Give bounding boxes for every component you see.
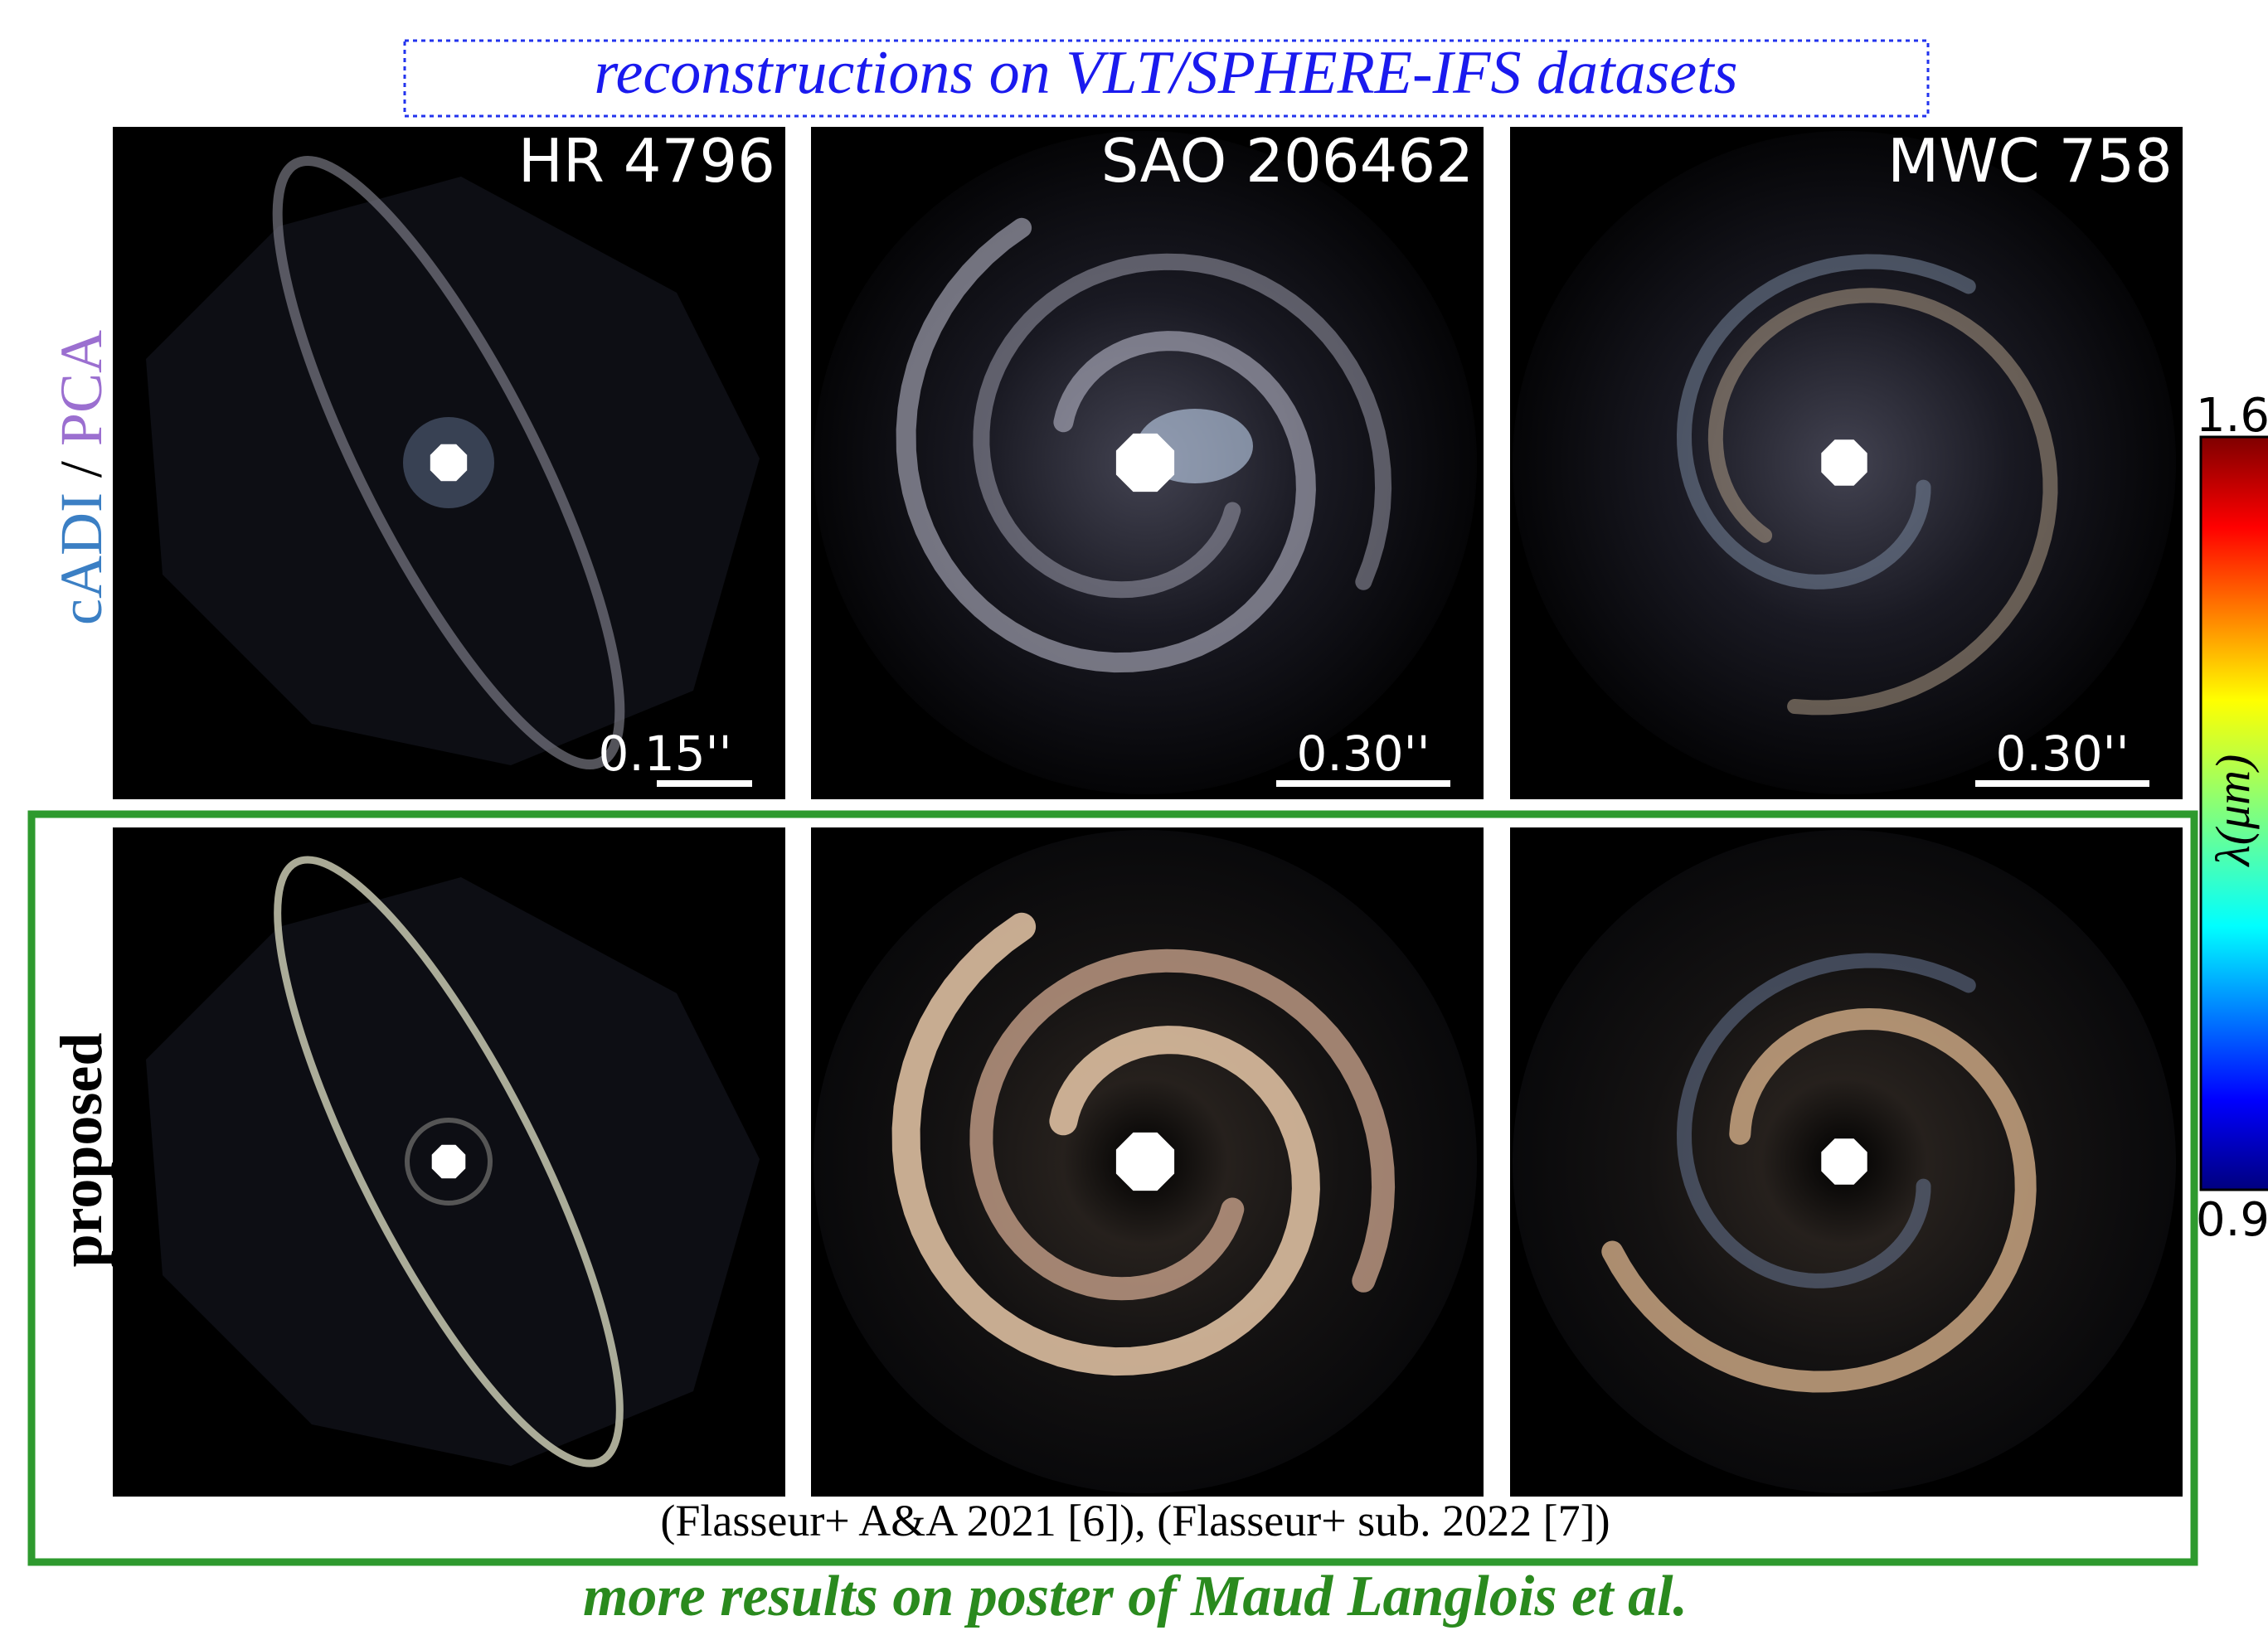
top-row-label: cADI / PCA [48, 330, 114, 625]
colorbar-label: λ(μm) [2206, 754, 2260, 868]
target-name: HR 4796 [518, 126, 775, 196]
target-name: SAO 206462 [1101, 126, 1474, 196]
image-panel: MWC 758 0.30'' [1510, 126, 2183, 799]
method-b: PCA [48, 330, 114, 446]
star-mask [1116, 1133, 1174, 1191]
citation: (Flasseur+ A&A 2021 [6]), (Flasseur+ sub… [660, 1496, 1610, 1545]
method-a: cADI [48, 492, 114, 625]
scale-bar-label: 0.30'' [1296, 725, 1430, 782]
target-name: MWC 758 [1887, 126, 2173, 196]
image-panel [1510, 827, 2183, 1497]
footer: more results on poster of Maud Langlois … [583, 1565, 1688, 1628]
title: reconstructions on VLT/SPHERE-IFS datase… [594, 39, 1737, 107]
star-mask [430, 444, 467, 481]
image-panel [113, 822, 785, 1500]
bottom-row-label: proposed [48, 1033, 114, 1268]
star-mask [1821, 439, 1867, 485]
scale-bar-label: 0.15'' [598, 725, 731, 782]
image-panel: HR 4796 0.15'' [113, 124, 785, 801]
star-mask [1821, 1138, 1867, 1184]
colorbar-min: 0.9 [2196, 1193, 2268, 1247]
image-panel [811, 827, 1484, 1497]
colorbar-max: 1.6 [2196, 389, 2268, 443]
star-mask [432, 1145, 466, 1179]
scale-bar-label: 0.30'' [1995, 725, 2129, 782]
figure: reconstructions on VLT/SPHERE-IFS datase… [0, 0, 2268, 1640]
star-mask [1116, 434, 1174, 492]
image-panel: SAO 206462 0.30'' [811, 126, 1484, 799]
separator: / [48, 461, 114, 478]
